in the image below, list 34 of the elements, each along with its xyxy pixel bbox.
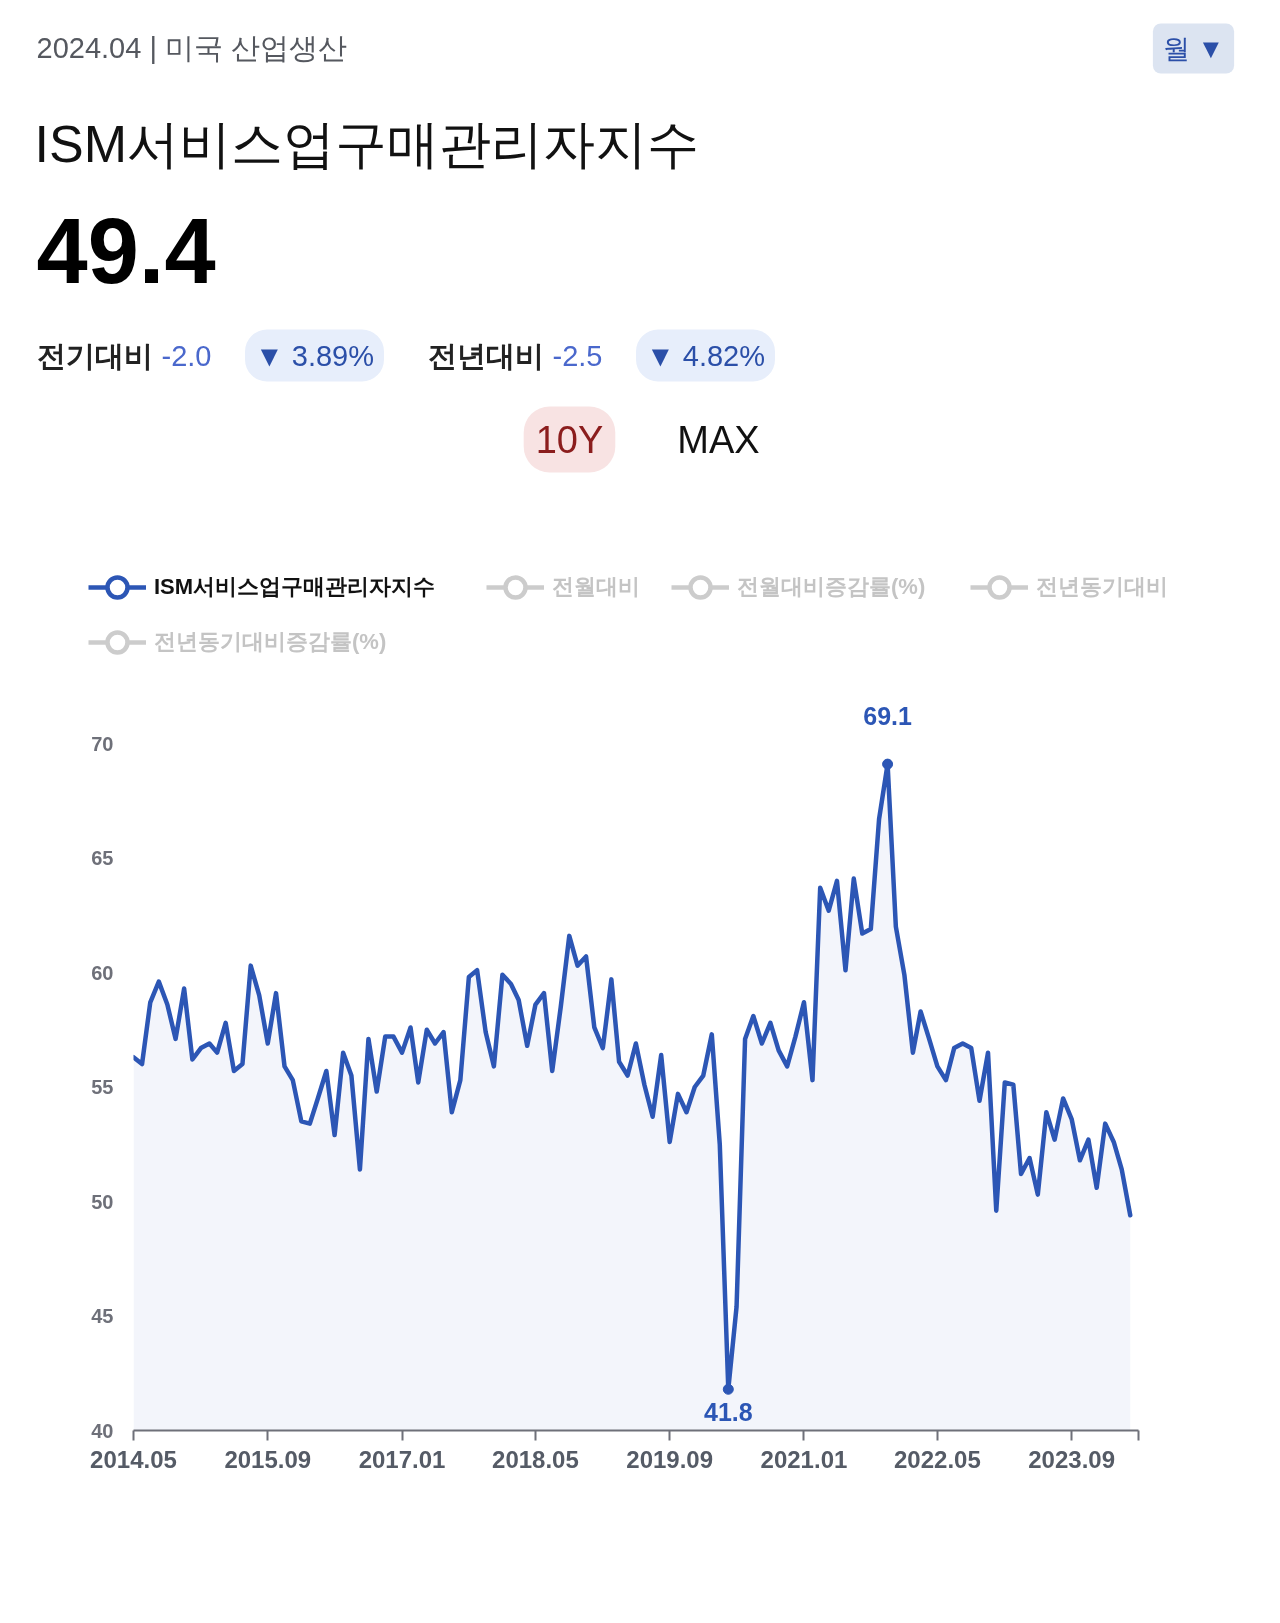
legend-label: 전년동기대비증감률(%) [154, 628, 387, 656]
x-tick-label: 2023.09 [1028, 1445, 1116, 1473]
x-tick-label: 2017.01 [358, 1445, 446, 1473]
x-tick-label: 2018.05 [492, 1445, 579, 1473]
y-tick-label: 65 [91, 847, 114, 869]
legend-label: ISM서비스업구매관리자지수 [154, 573, 436, 601]
text: ▼ 4.82% [646, 339, 766, 372]
y-tick-label: 70 [91, 732, 114, 755]
y-tick-label: 55 [91, 1076, 114, 1098]
legend-label: 전년동기대비 [1036, 573, 1168, 601]
text: ▼ 3.89% [255, 339, 375, 372]
legend-label: 전월대비증감률(%) [737, 573, 926, 601]
y-tick-label: 45 [91, 1305, 114, 1327]
legend-label: 전월대비 [552, 573, 640, 601]
y-tick-label: 50 [91, 1190, 114, 1213]
text: MAX [677, 418, 760, 461]
annotation: 69.1 [863, 702, 913, 731]
chart-subtitle: 2024.04 | 미국 산업생산 [36, 31, 348, 64]
text: 월 ▼ [1162, 33, 1225, 64]
x-tick-label: 2022.05 [894, 1445, 981, 1473]
y-tick-label: 60 [91, 961, 114, 984]
text: 전기대비 [36, 339, 153, 372]
chart-title: ISM서비스업구매관리자지수 [34, 114, 699, 173]
text: 10Y [535, 418, 604, 461]
text: 49.4 [36, 199, 216, 302]
annotation: 41.8 [703, 1398, 753, 1427]
y-tick-label: 40 [91, 1419, 114, 1442]
text: -2.5 [552, 339, 603, 372]
x-tick-label: 2014.05 [90, 1445, 177, 1473]
x-tick-label: 2019.09 [626, 1445, 714, 1473]
x-tick-label: 2015.09 [224, 1445, 312, 1473]
text: -2.0 [161, 339, 212, 372]
text: 전년대비 [427, 339, 544, 372]
x-tick-label: 2021.01 [760, 1445, 848, 1473]
